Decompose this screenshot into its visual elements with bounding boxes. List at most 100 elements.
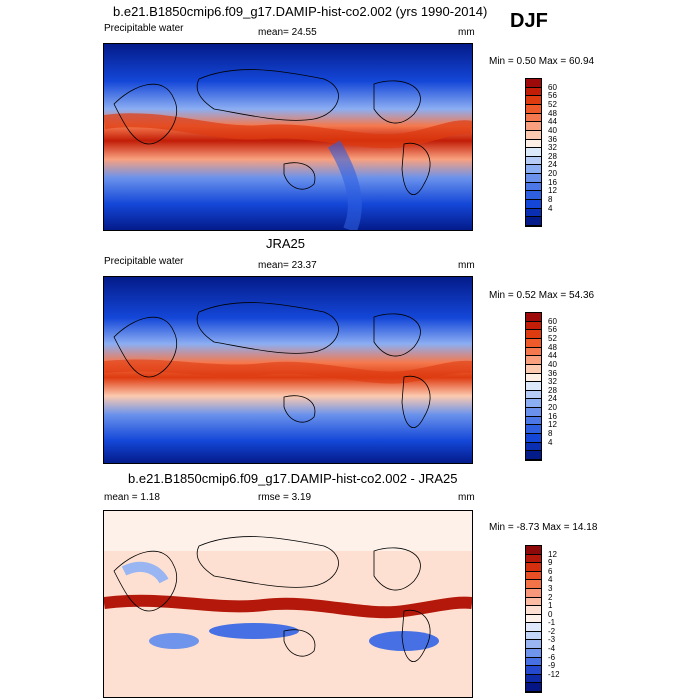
colorbar-tick-label: 48	[548, 342, 557, 352]
colorbar-swatch	[526, 347, 541, 357]
colorbar-tick-label: 4	[548, 575, 553, 585]
colorbar-swatch	[526, 399, 541, 409]
colorbar-swatch	[526, 674, 541, 684]
panel-1-units: mm	[458, 27, 475, 38]
colorbar-swatch	[526, 356, 541, 365]
colorbar-tick-label: 6	[548, 566, 553, 576]
colorbar-tick-label: 9	[548, 558, 553, 568]
colorbar-tick-label: 8	[548, 195, 553, 205]
colorbar-tick-label: 0	[548, 609, 553, 619]
colorbar-swatch	[526, 330, 541, 339]
colorbar-tick-label: 36	[548, 368, 557, 378]
panel-1-title: b.e21.B1850cmip6.f09_g17.DAMIP-hist-co2.…	[113, 4, 488, 19]
panel-2-mean-label: mean= 23.37	[258, 260, 317, 271]
colorbar-tick-label: 56	[548, 91, 557, 101]
panel-3-units: mm	[458, 492, 475, 503]
colorbar-tick-label: 24	[548, 160, 557, 170]
colorbar-tick-label: 12	[548, 186, 557, 196]
colorbar-tick-label: 24	[548, 394, 557, 404]
panel-1-left-label: Precipitable water	[104, 23, 184, 34]
colorbar-tick-label: -6	[548, 652, 556, 662]
colorbar-swatch	[526, 79, 541, 88]
panel-1-mean-label: mean= 24.55	[258, 27, 317, 38]
colorbar-tick-label: 60	[548, 316, 557, 326]
panel-3-map	[103, 510, 473, 698]
colorbar-tick-label: 44	[548, 117, 557, 127]
panel-3-mean-label: mean = 1.18	[104, 492, 160, 503]
colorbar-swatch	[526, 442, 541, 452]
panel-1-map	[103, 43, 473, 231]
colorbar-swatch	[526, 623, 541, 632]
colorbar-tick-label: -4	[548, 644, 556, 654]
colorbar-tick-label: 20	[548, 403, 557, 413]
panel-2-title: JRA25	[266, 236, 306, 251]
panel-3-title: b.e21.B1850cmip6.f09_g17.DAMIP-hist-co2.…	[128, 471, 458, 486]
colorbar-swatch	[526, 130, 541, 140]
colorbar-tick-label: -1	[548, 618, 556, 628]
colorbar-swatch	[526, 217, 541, 226]
colorbar-tick-label: 52	[548, 99, 557, 109]
colorbar-swatch	[526, 606, 541, 615]
colorbar-tick-label: 40	[548, 359, 557, 369]
colorbar-tick-label: 52	[548, 333, 557, 343]
panel-1-colorbar: 60 56 52 48 44 40 36 32 28 24 20 16 12 8 4	[525, 78, 557, 227]
panel-2-units: mm	[458, 260, 475, 271]
colorbar-swatch	[526, 588, 541, 598]
colorbar-swatch	[526, 165, 541, 175]
colorbar-tick-label: 28	[548, 385, 557, 395]
colorbar-swatch	[526, 208, 541, 218]
colorbar-tick-label: 2	[548, 592, 553, 602]
panel-1-minmax: Min = 0.50 Max = 60.94	[489, 56, 595, 67]
season-label: DJF	[510, 10, 548, 32]
colorbar-swatch	[526, 174, 541, 183]
colorbar-tick-label: 12	[548, 549, 557, 559]
colorbar-swatch	[526, 631, 541, 641]
colorbar-tick-label: -2	[548, 626, 556, 636]
colorbar-tick-label: 16	[548, 177, 557, 187]
colorbar-swatch	[526, 657, 541, 667]
colorbar-swatch	[526, 200, 541, 209]
colorbar-swatch	[526, 666, 541, 675]
colorbar-tick-label: 32	[548, 377, 557, 387]
colorbar-tick-label: 28	[548, 151, 557, 161]
colorbar-swatch	[526, 191, 541, 201]
colorbar-tick-label: 3	[548, 583, 553, 593]
colorbar-swatch	[526, 416, 541, 426]
colorbar-tick-label: 20	[548, 169, 557, 179]
colorbar-swatch	[526, 425, 541, 435]
colorbar-swatch	[526, 338, 541, 348]
colorbar-tick-label: 8	[548, 429, 553, 439]
panel-2-minmax: Min = 0.52 Max = 54.36	[489, 290, 595, 301]
colorbar-tick-label: 48	[548, 108, 557, 118]
panel-3-colorbar: 12 9 6 4 3 2 1 0 -1 -2 -3 -4 -6 -9 -12	[525, 545, 560, 693]
colorbar-swatch	[526, 434, 541, 443]
colorbar-swatch	[526, 649, 541, 658]
colorbar-tick-label: 44	[548, 351, 557, 361]
colorbar-tick-label: 60	[548, 82, 557, 92]
panel-2-colorbar: 60 56 52 48 44 40 36 32 28 24 20 16 12 8 4	[525, 312, 557, 461]
colorbar-swatch	[526, 373, 541, 383]
colorbar-swatch	[526, 683, 541, 692]
colorbar-swatch	[526, 321, 541, 331]
colorbar-tick-label: 4	[548, 437, 553, 447]
colorbar-tick-label: 12	[548, 420, 557, 430]
colorbar-swatch	[526, 382, 541, 391]
panel-2-left-label: Precipitable water	[104, 256, 184, 267]
colorbar-tick-label: 4	[548, 203, 553, 213]
colorbar-swatch	[526, 364, 541, 374]
colorbar-swatch	[526, 182, 541, 192]
colorbar-tick-label: -12	[548, 669, 560, 679]
colorbar-swatch	[526, 96, 541, 105]
colorbar-swatch	[526, 451, 541, 460]
colorbar-swatch	[526, 614, 541, 624]
colorbar-swatch	[526, 580, 541, 589]
colorbar-swatch	[526, 156, 541, 166]
colorbar-swatch	[526, 554, 541, 564]
colorbar-swatch	[526, 640, 541, 650]
colorbar-tick-label: 36	[548, 134, 557, 144]
colorbar-swatch	[526, 313, 541, 322]
colorbar-swatch	[526, 563, 541, 572]
colorbar-swatch	[526, 148, 541, 157]
panel-3-minmax: Min = -8.73 Max = 14.18	[489, 522, 598, 533]
colorbar-swatch	[526, 87, 541, 97]
